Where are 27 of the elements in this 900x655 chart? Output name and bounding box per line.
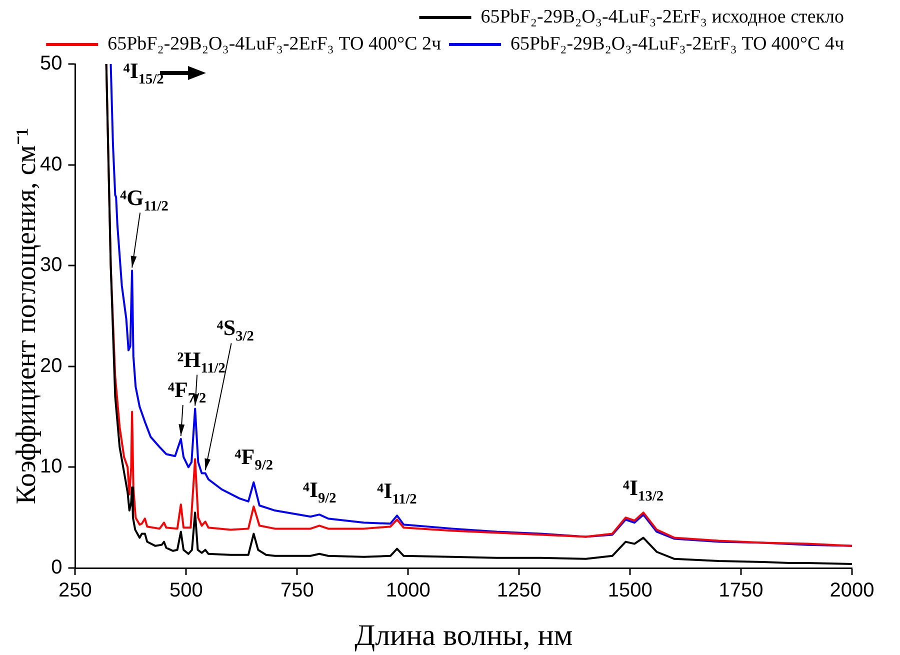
- y-tick-label: 40: [40, 153, 62, 176]
- legend-label: 65PbF₂-29B₂O₃-4LuF₃-2ErF₃ исходное стекло: [480, 6, 844, 28]
- annotation: ⁴I$_{11/2}$: [377, 478, 417, 508]
- x-tick-label: 500: [170, 580, 203, 602]
- annotation: ⁴I$_{15/2}$: [123, 58, 164, 88]
- x-tick-label: 1500: [608, 580, 652, 602]
- annotation: ⁴G$_{11/2}$: [120, 184, 168, 216]
- annotation: ²H$_{11/2}$: [177, 346, 226, 378]
- x-tick-label: 250: [58, 580, 92, 602]
- legend-label: 65PbF₂-29B₂O₃-4LuF₃-2ErF₃ ТО 400°С 4ч: [510, 33, 844, 54]
- annotation: ⁴I$_{13/2}$: [622, 474, 664, 505]
- x-tick-label: 1000: [386, 580, 430, 602]
- x-tick-label: 2000: [830, 580, 874, 602]
- x-tick-label: 750: [280, 580, 314, 602]
- x-tick-label: 1250: [496, 580, 542, 602]
- y-tick-label: 30: [40, 254, 62, 276]
- y-tick-label: 10: [40, 456, 62, 478]
- y-tick-label: 0: [51, 556, 62, 579]
- legend-label: 65PbF₂-29B₂O₃-4LuF₃-2ErF₃ ТО 400°С 2ч: [108, 33, 442, 54]
- annotation: ⁴F$_{9/2}$: [234, 444, 273, 475]
- y-tick-label: 50: [40, 52, 62, 75]
- annotation: ⁴S$_{3/2}$: [216, 315, 254, 346]
- y-axis-title: Коэффициент поглощения, см⁻¹: [10, 128, 42, 504]
- y-tick-label: 20: [40, 354, 62, 377]
- x-axis-title: Длина волны, нм: [354, 619, 573, 653]
- x-tick-label: 1750: [718, 580, 764, 602]
- annotation: ⁴I$_{9/2}$: [302, 476, 336, 507]
